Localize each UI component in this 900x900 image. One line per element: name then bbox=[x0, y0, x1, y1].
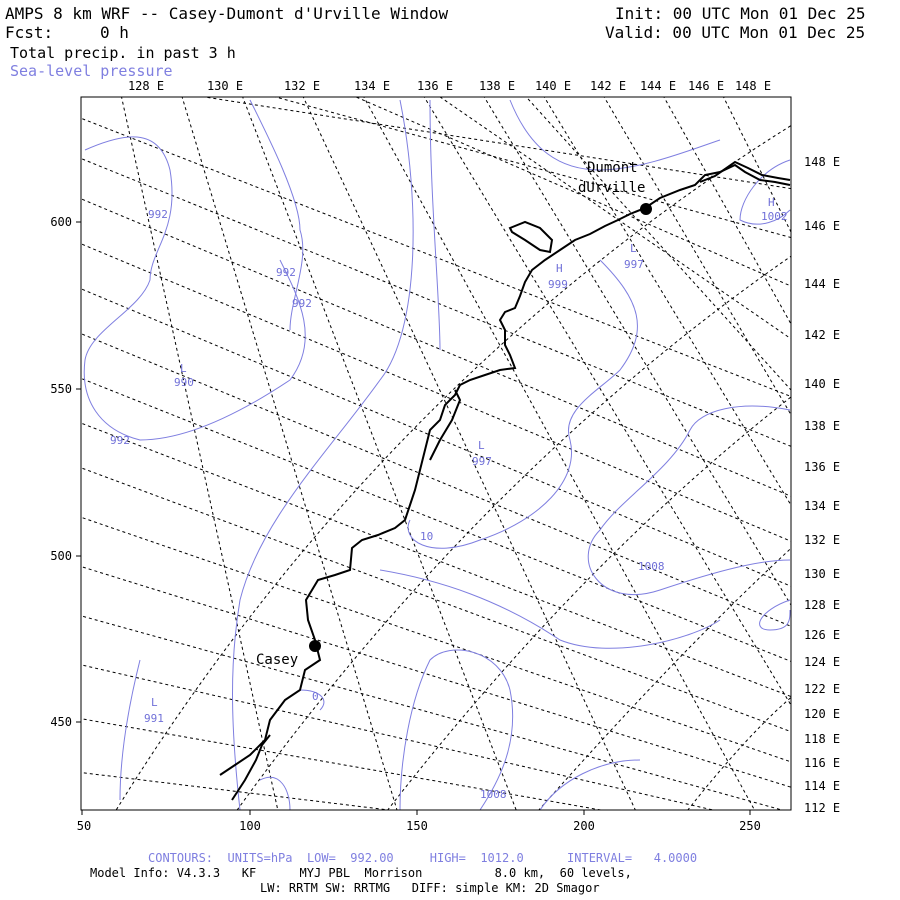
right-lon-label: 144 E bbox=[804, 277, 840, 291]
map-title: AMPS 8 km WRF -- Casey-Dumont d'Urville … bbox=[5, 4, 449, 23]
high-value: 1002 bbox=[761, 210, 788, 223]
right-lon-label: 142 E bbox=[804, 328, 840, 342]
right-lon-label: 132 E bbox=[804, 533, 840, 547]
right-lon-label: 136 E bbox=[804, 460, 840, 474]
top-lon-label: 138 E bbox=[479, 79, 515, 93]
casey-label: Casey bbox=[256, 652, 298, 668]
coastline bbox=[219, 160, 791, 801]
right-lon-label: 118 E bbox=[804, 732, 840, 746]
right-lon-label: 138 E bbox=[804, 419, 840, 433]
low-marker: L bbox=[151, 696, 158, 709]
top-lon-label: 132 E bbox=[284, 79, 320, 93]
x-tick-label: 100 bbox=[239, 819, 261, 833]
high-value: 999 bbox=[548, 278, 568, 291]
low-marker: L bbox=[478, 439, 485, 452]
slp-contours bbox=[83, 99, 791, 810]
y-tick-label: 450 bbox=[50, 715, 72, 729]
dumont-label-line2: dUrville bbox=[578, 180, 645, 196]
high-marker: H bbox=[768, 196, 775, 209]
right-lon-label: 116 E bbox=[804, 756, 840, 770]
right-longitude-labels: 148 E 146 E 144 E 142 E 140 E 138 E 136 … bbox=[804, 155, 840, 815]
field-slp-label: Sea-level pressure bbox=[10, 62, 173, 80]
dumont-label-line1: Dumont bbox=[587, 160, 638, 176]
init-time: Init: 00 UTC Mon 01 Dec 25 bbox=[615, 4, 866, 23]
high-marker: H bbox=[556, 262, 563, 275]
contour-labels: 992 992 992 992 L 990 L 997 L 997 H 999 … bbox=[110, 196, 788, 801]
y-axis: 600 550 500 450 bbox=[50, 215, 81, 729]
y-tick-label: 600 bbox=[50, 215, 72, 229]
right-lon-label: 128 E bbox=[804, 598, 840, 612]
right-lon-label: 120 E bbox=[804, 707, 840, 721]
right-lon-label: 126 E bbox=[804, 628, 840, 642]
right-lon-label: 124 E bbox=[804, 655, 840, 669]
contour-label: 1008 bbox=[638, 560, 665, 573]
low-value: 997 bbox=[624, 258, 644, 271]
x-tick-label: 200 bbox=[573, 819, 595, 833]
right-lon-label: 148 E bbox=[804, 155, 840, 169]
right-lon-label: 134 E bbox=[804, 499, 840, 513]
right-lon-label: 112 E bbox=[804, 801, 840, 815]
right-lon-label: 114 E bbox=[804, 779, 840, 793]
top-lon-label: 148 E bbox=[735, 79, 771, 93]
x-tick-label: 150 bbox=[406, 819, 428, 833]
stations: Casey Dumont dUrville bbox=[256, 160, 652, 668]
low-value: 991 bbox=[144, 712, 164, 725]
valid-time: Valid: 00 UTC Mon 01 Dec 25 bbox=[605, 23, 866, 42]
top-lon-label: 130 E bbox=[207, 79, 243, 93]
top-lon-label: 142 E bbox=[590, 79, 626, 93]
right-lon-label: 140 E bbox=[804, 377, 840, 391]
low-value: 990 bbox=[174, 376, 194, 389]
x-tick-label: 50 bbox=[77, 819, 91, 833]
contour-label: 992 bbox=[292, 297, 312, 310]
right-lon-label: 146 E bbox=[804, 219, 840, 233]
top-lon-label: 134 E bbox=[354, 79, 390, 93]
field-precip-label: Total precip. in past 3 h bbox=[10, 44, 236, 62]
latlon-grid bbox=[81, 97, 791, 810]
forecast-hour: 0 h bbox=[100, 23, 129, 42]
right-lon-label: 130 E bbox=[804, 567, 840, 581]
top-lon-label: 136 E bbox=[417, 79, 453, 93]
top-lon-label: 128 E bbox=[128, 79, 164, 93]
contour-label: 992 bbox=[148, 208, 168, 221]
dumont-durville-marker bbox=[640, 203, 652, 215]
y-tick-label: 550 bbox=[50, 382, 72, 396]
x-tick-label: 250 bbox=[739, 819, 761, 833]
contour-label: 1008 bbox=[480, 788, 507, 801]
model-info: Model Info: V4.3.3 KF MYJ PBL Morrison 8… bbox=[90, 866, 632, 880]
right-lon-label: 122 E bbox=[804, 682, 840, 696]
top-lon-label: 146 E bbox=[688, 79, 724, 93]
contour-label: 992 bbox=[276, 266, 296, 279]
contour-label: 0 bbox=[312, 690, 319, 703]
low-marker: L bbox=[630, 242, 637, 255]
forecast-label: Fcst: bbox=[5, 23, 54, 42]
low-value: 997 bbox=[472, 455, 492, 468]
contour-label: 992 bbox=[110, 434, 130, 447]
contour-label: 10 bbox=[420, 530, 433, 543]
y-tick-label: 500 bbox=[50, 549, 72, 563]
top-longitude-labels: 128 E 130 E 132 E 134 E 136 E 138 E 140 … bbox=[128, 79, 771, 93]
x-axis: 50 100 150 200 250 bbox=[77, 810, 761, 833]
top-lon-label: 140 E bbox=[535, 79, 571, 93]
plot-frame bbox=[80, 96, 792, 811]
low-marker: L bbox=[180, 362, 187, 375]
top-lon-label: 144 E bbox=[640, 79, 676, 93]
physics-info: LW: RRTM SW: RRTMG DIFF: simple KM: 2D S… bbox=[260, 881, 600, 895]
contour-info: CONTOURS: UNITS=hPa LOW= 992.00 HIGH= 10… bbox=[148, 851, 698, 865]
casey-marker bbox=[309, 640, 321, 652]
